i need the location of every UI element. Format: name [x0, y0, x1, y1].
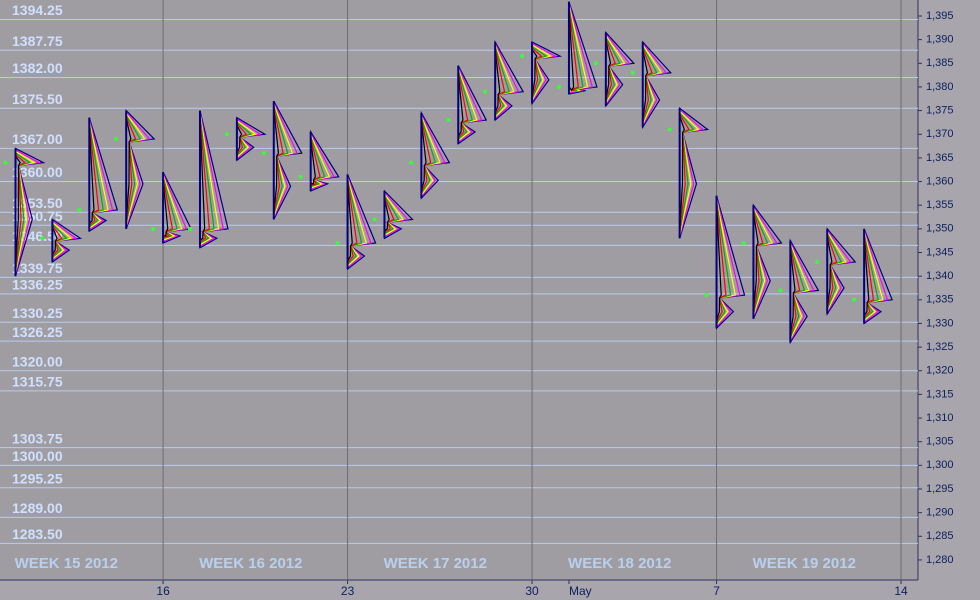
level-label: 1339.75	[12, 260, 63, 276]
poc-dot	[556, 84, 561, 89]
level-label: 1375.50	[12, 91, 63, 107]
y-tick-label: 1,395	[926, 10, 954, 22]
level-label: 1315.75	[12, 374, 63, 390]
poc-dot	[77, 207, 82, 212]
week-label: WEEK 15 2012	[15, 555, 118, 572]
y-tick-label: 1,335	[926, 294, 954, 306]
poc-dot	[224, 132, 229, 137]
y-tick-label: 1,310	[926, 412, 954, 424]
poc-dot	[187, 226, 192, 231]
y-tick-label: 1,390	[926, 34, 954, 46]
poc-dot	[815, 259, 820, 264]
poc-dot	[261, 151, 266, 156]
poc-dot	[40, 236, 45, 241]
level-label: 1330.25	[12, 305, 63, 321]
level-label: 1289.00	[12, 500, 63, 516]
level-label: 1367.00	[12, 131, 63, 147]
poc-dot	[630, 70, 635, 75]
poc-dot	[852, 297, 857, 302]
poc-dot	[335, 241, 340, 246]
y-tick-label: 1,365	[926, 152, 954, 164]
y-tick-label: 1,300	[926, 459, 954, 471]
y-tick-label: 1,315	[926, 388, 954, 400]
level-label: 1320.00	[12, 353, 63, 369]
y-tick-label: 1,325	[926, 341, 954, 353]
level-label: 1394.25	[12, 2, 63, 18]
level-label: 1300.00	[12, 448, 63, 464]
poc-dot	[520, 54, 525, 59]
level-label: 1283.50	[12, 526, 63, 542]
poc-dot	[483, 89, 488, 94]
level-label: 1326.25	[12, 324, 63, 340]
y-tick-label: 1,370	[926, 128, 954, 140]
y-tick-label: 1,380	[926, 81, 954, 93]
y-tick-label: 1,295	[926, 483, 954, 495]
poc-dot	[741, 241, 746, 246]
y-tick-label: 1,360	[926, 175, 954, 187]
y-tick-label: 1,305	[926, 436, 954, 448]
y-tick-label: 1,290	[926, 507, 954, 519]
week-label: WEEK 17 2012	[384, 555, 487, 572]
x-axis-panel	[0, 580, 918, 600]
level-label: 1336.25	[12, 277, 63, 293]
poc-dot	[704, 293, 709, 298]
y-tick-label: 1,350	[926, 223, 954, 235]
poc-dot	[778, 288, 783, 293]
x-tick-label: 7	[713, 584, 720, 598]
x-tick-label: 16	[156, 584, 170, 598]
poc-dot	[372, 217, 377, 222]
y-tick-label: 1,385	[926, 57, 954, 69]
y-tick-label: 1,280	[926, 554, 954, 566]
week-label: WEEK 18 2012	[568, 555, 671, 572]
level-label: 1382.00	[12, 60, 63, 76]
x-tick-label: 23	[341, 584, 355, 598]
level-label: 1303.75	[12, 430, 63, 446]
y-tick-label: 1,375	[926, 104, 954, 116]
week-label: WEEK 16 2012	[199, 555, 302, 572]
x-tick-label: 14	[894, 584, 908, 598]
y-tick-label: 1,285	[926, 530, 954, 542]
poc-dot	[114, 136, 119, 141]
poc-dot	[667, 127, 672, 132]
y-axis-panel	[918, 0, 980, 600]
poc-dot	[298, 174, 303, 179]
y-tick-label: 1,355	[926, 199, 954, 211]
level-label: 1295.25	[12, 471, 63, 487]
y-tick-label: 1,330	[926, 317, 954, 329]
level-label: 1350.75	[12, 208, 63, 224]
poc-dot	[151, 226, 156, 231]
poc-dot	[409, 160, 414, 165]
level-label: 1387.75	[12, 33, 63, 49]
level-label: 1360.00	[12, 164, 63, 180]
x-tick-label: 30	[525, 584, 539, 598]
poc-dot	[593, 61, 598, 66]
poc-dot	[446, 118, 451, 123]
week-label: WEEK 19 2012	[753, 555, 856, 572]
poc-dot	[3, 160, 8, 165]
y-tick-label: 1,320	[926, 365, 954, 377]
y-tick-label: 1,345	[926, 246, 954, 258]
y-tick-label: 1,340	[926, 270, 954, 282]
x-tick-label: May	[569, 584, 592, 598]
